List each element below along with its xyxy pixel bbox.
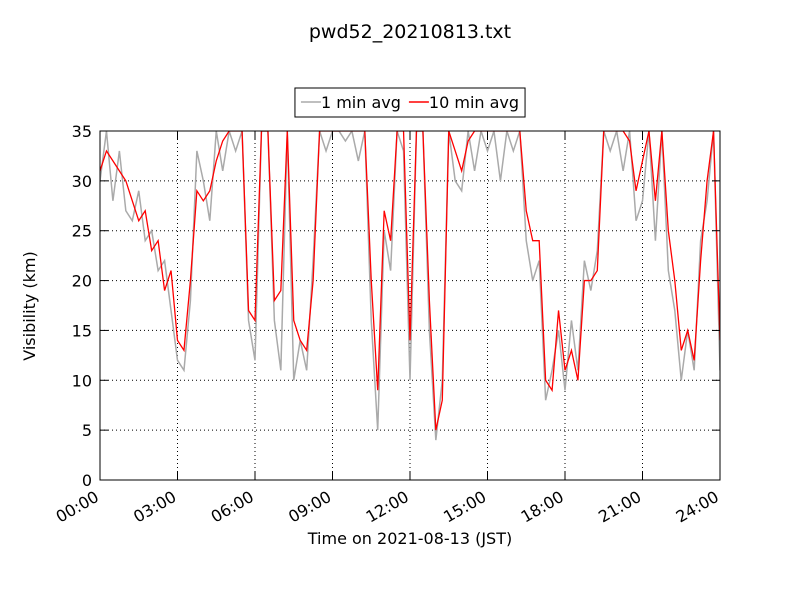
y-tick-label: 10 bbox=[72, 371, 92, 390]
chart-title: pwd52_20210813.txt bbox=[309, 21, 511, 43]
legend-label: 1 min avg bbox=[321, 93, 401, 112]
x-axis-label: Time on 2021-08-13 (JST) bbox=[307, 529, 512, 548]
legend-label: 10 min avg bbox=[429, 93, 519, 112]
y-tick-label: 35 bbox=[72, 122, 92, 141]
plot-area bbox=[100, 131, 720, 441]
y-axis-label: Visibility (km) bbox=[20, 251, 39, 360]
series-line bbox=[100, 131, 720, 431]
y-tick-label: 15 bbox=[72, 321, 92, 340]
legend: 1 min avg 10 min avg bbox=[294, 87, 526, 118]
y-tick-label: 30 bbox=[72, 172, 92, 191]
y-tick-label: 0 bbox=[82, 471, 92, 490]
y-tick-label: 20 bbox=[72, 272, 92, 291]
y-tick-label: 5 bbox=[82, 421, 92, 440]
y-tick-label: 25 bbox=[72, 222, 92, 241]
series-line bbox=[100, 131, 720, 441]
